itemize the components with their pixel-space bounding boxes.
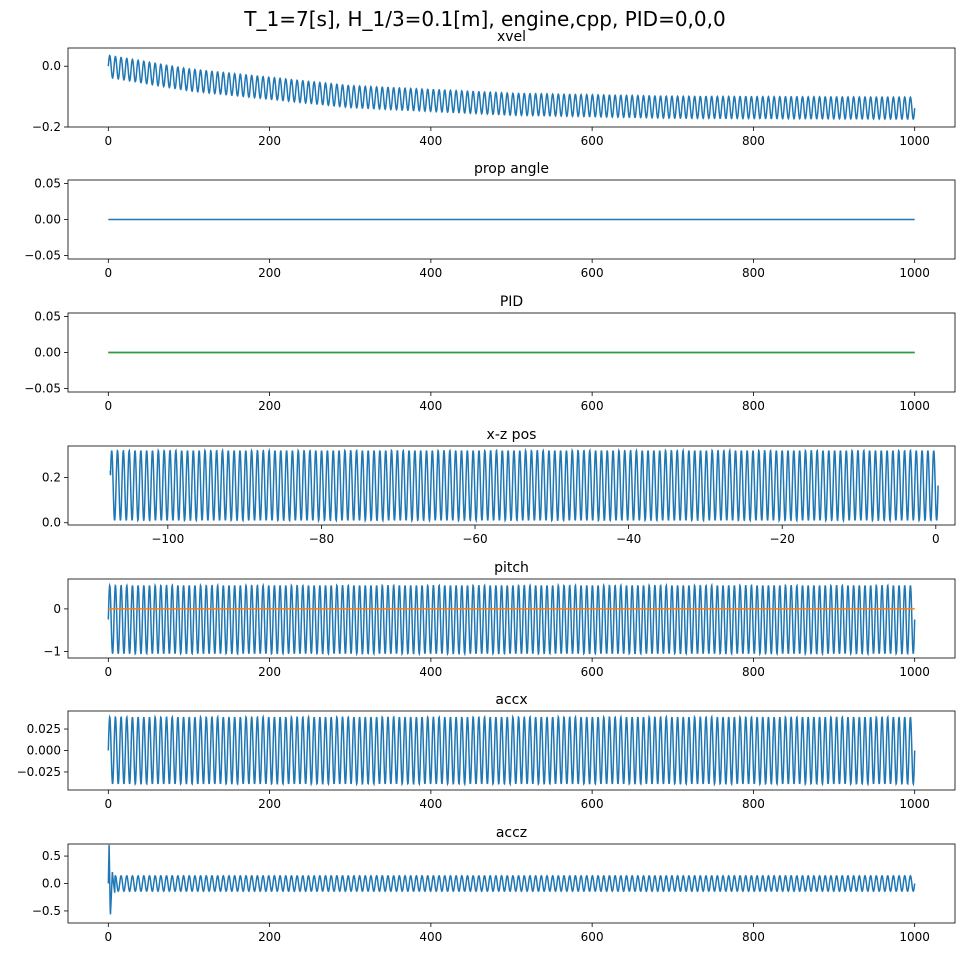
x-tick-label: 800	[742, 399, 765, 413]
y-tick-label: 0.0	[42, 59, 61, 73]
x-tick-label: 1000	[899, 665, 930, 679]
y-tick-label: −0.05	[24, 381, 61, 395]
x-tick-label: 400	[419, 399, 442, 413]
x-tick-label: 600	[581, 930, 604, 944]
x-tick-label: 1000	[899, 266, 930, 280]
figure-suptitle: T_1=7[s], H_1/3=0.1[m], engine,cpp, PID=…	[243, 7, 725, 31]
x-tick-label: 0	[104, 797, 112, 811]
axes-frame	[67, 445, 956, 526]
x-tick-label: 1000	[899, 134, 930, 148]
subplot-1: xvel 0 200 400 600 800 1000 −0.2 0.0	[32, 29, 956, 148]
series-line-1	[107, 714, 916, 787]
series-line-1	[107, 54, 916, 121]
y-tick-label: −1	[43, 645, 61, 659]
subplot-7: accz 0 200 400 600 800 1000 −0.5 0.0 0.5	[32, 825, 956, 944]
subplot-4: x-z pos −100 −80 −60 −40 −20 0 0.0 0.2	[42, 427, 956, 546]
y-tick-label: 0.000	[27, 744, 61, 758]
plot-area	[109, 447, 939, 524]
series-line-1	[109, 447, 939, 524]
plot-area	[107, 714, 916, 787]
x-tick-label: −40	[616, 532, 641, 546]
y-tick-label: 0.0	[42, 877, 61, 891]
x-tick-label: 400	[419, 930, 442, 944]
plot-area	[107, 844, 916, 915]
plot-area	[107, 54, 916, 121]
series-line-1	[107, 844, 916, 915]
subplot-title: PID	[500, 294, 523, 310]
y-tick-label: −0.05	[24, 248, 61, 262]
x-tick-label: 600	[581, 399, 604, 413]
y-tick-label: 0.5	[42, 849, 61, 863]
x-tick-label: 800	[742, 266, 765, 280]
x-tick-label: 800	[742, 930, 765, 944]
subplot-title: prop angle	[474, 161, 549, 177]
y-tick-label: 0.0	[42, 516, 61, 530]
subplot-title: x-z pos	[487, 427, 537, 443]
y-tick-label: 0.025	[27, 722, 61, 736]
subplot-5: pitch 0 200 400 600 800 1000 −1 0	[43, 560, 956, 679]
axes-frame	[67, 47, 956, 128]
x-tick-label: 1000	[899, 930, 930, 944]
y-tick-label: −0.025	[17, 765, 61, 779]
subplot-title: pitch	[494, 560, 529, 576]
x-tick-label: 400	[419, 134, 442, 148]
subplot-6: accx 0 200 400 600 800 1000 −0.025 0.000 0.025	[17, 692, 956, 811]
x-tick-label: 1000	[899, 797, 930, 811]
y-tick-label: 0.2	[42, 471, 61, 485]
x-tick-label: 0	[104, 134, 112, 148]
y-tick-label: 0.05	[34, 177, 61, 191]
subplot-title: accx	[495, 692, 527, 708]
x-tick-label: −80	[309, 532, 334, 546]
y-tick-label: 0.00	[34, 213, 61, 227]
y-tick-label: 0.05	[34, 310, 61, 324]
x-tick-label: 0	[932, 532, 940, 546]
series-line-1	[107, 582, 916, 657]
x-tick-label: −20	[770, 532, 795, 546]
x-tick-label: 1000	[899, 399, 930, 413]
x-tick-label: 600	[581, 797, 604, 811]
x-tick-label: 0	[104, 930, 112, 944]
x-tick-label: 800	[742, 797, 765, 811]
x-tick-label: 400	[419, 266, 442, 280]
y-tick-label: −0.5	[32, 904, 61, 918]
x-tick-label: 200	[258, 665, 281, 679]
axes-frame	[67, 578, 956, 659]
x-tick-label: 600	[581, 665, 604, 679]
x-tick-label: 200	[258, 797, 281, 811]
x-tick-label: −100	[151, 532, 184, 546]
x-tick-label: −60	[462, 532, 487, 546]
x-tick-label: 600	[581, 266, 604, 280]
x-tick-label: 200	[258, 266, 281, 280]
x-tick-label: 400	[419, 797, 442, 811]
y-tick-label: 0.00	[34, 346, 61, 360]
plot-area	[107, 582, 916, 657]
x-tick-label: 800	[742, 665, 765, 679]
x-tick-label: 200	[258, 399, 281, 413]
subplot-3: PID 0 200 400 600 800 1000 −0.05 0.00 0.05	[24, 294, 956, 413]
x-tick-label: 200	[258, 930, 281, 944]
x-tick-label: 0	[104, 665, 112, 679]
y-tick-label: 0	[53, 602, 61, 616]
x-tick-label: 800	[742, 134, 765, 148]
subplot-title: accz	[496, 825, 527, 841]
x-tick-label: 200	[258, 134, 281, 148]
x-tick-label: 0	[104, 399, 112, 413]
subplot-2: prop angle 0 200 400 600 800 1000 −0.05 0.00 0.05	[24, 161, 956, 280]
x-tick-label: 600	[581, 134, 604, 148]
x-tick-label: 400	[419, 665, 442, 679]
x-tick-label: 0	[104, 266, 112, 280]
y-tick-label: −0.2	[32, 120, 61, 134]
subplot-title: xvel	[497, 29, 526, 45]
